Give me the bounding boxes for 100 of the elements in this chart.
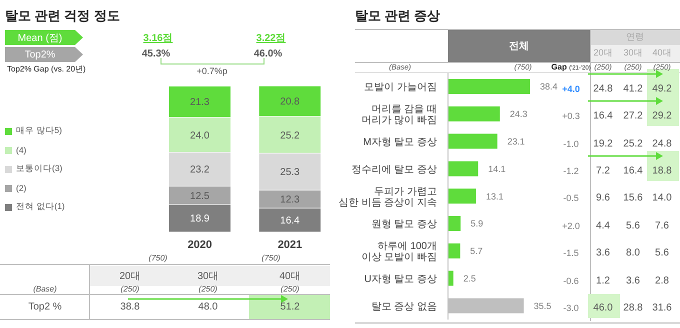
data-label: 48.0 [198,302,218,312]
y-tick-label: M자형 탈모 증상 [363,137,437,148]
data-label: 15.6 [623,192,643,204]
data-label: 27.2 [623,110,643,122]
data-label: +2.0 [562,220,580,231]
x-tick-label: 20대 [593,46,613,60]
chart-title: 탈모 관련 걱정 정도 [5,7,120,25]
bar [448,161,478,176]
data-label: 12.5 [190,190,210,202]
y-tick-label: 원형 탈모 증상 [371,219,437,230]
category-label: 30대 [197,270,219,283]
legend-label: 보통이다(3) [15,162,64,175]
data-label: 12.3 [280,194,300,206]
text: +0.7%p [196,66,228,76]
bar [448,188,476,204]
text: (250) [280,284,300,294]
legend-label: (2) [15,182,28,195]
y-tick-label: 정수리에 탈모 증상 [351,164,437,176]
bar [448,106,500,122]
text: Top2 % [28,302,62,312]
text: (750) [262,254,280,262]
data-label: 24.3 [510,109,528,120]
y-tick-label: 머리를 감을 때 머리가 많이 빠짐 [361,104,437,126]
y-tick-label: U자형 탈모 증상 [364,274,437,285]
data-label: 24.8 [652,138,672,149]
legend-label: 전혀 없다(1) [15,200,65,213]
text: (Base) [33,284,57,294]
data-label: 23.1 [507,136,525,146]
chart-title: 탈모 관련 증상 [355,7,440,25]
data-label: 3.6 [626,275,640,286]
data-label: 5.6 [655,248,669,259]
text: (750) [148,254,168,262]
data-label: 8.0 [626,248,640,259]
data-label: 25.3 [280,167,300,178]
text: Top2% [24,50,56,60]
data-label: 24.0 [190,130,210,142]
data-label: 20.8 [280,96,300,108]
text: (250) [120,284,140,294]
data-label: 16.4 [593,110,613,122]
data-label: 7.6 [655,220,669,232]
text: 3.16점 [143,32,173,45]
data-label: 31.6 [652,302,672,314]
data-label: 16.4 [623,165,643,176]
data-label: 38.4 [540,82,558,92]
bar [448,134,498,149]
data-label: 7.2 [596,165,610,176]
data-label: 1.2 [596,275,610,286]
data-label: 46.0 [593,302,613,314]
data-label: 16.4 [280,216,300,227]
data-label: 35.5 [534,300,552,311]
y-tick-label: 하루에 100개 이상 모발이 빠짐 [361,241,437,264]
data-label: 5.7 [470,246,483,256]
data-label: 4.4 [596,220,610,232]
y-tick-label: 모발이 가늘어짐 [364,82,437,94]
text: 46.0% [254,48,282,60]
y-tick-label: 탈모 증상 없음 [371,301,437,312]
text: 3.22점 [256,32,286,45]
data-label: 25.2 [623,138,643,149]
data-label: -1.5 [563,248,579,258]
x-tick-label: 30대 [623,46,643,60]
bar [448,216,461,231]
legend-label: 매우 많다5) [15,124,63,137]
data-label: 18.8 [652,165,672,176]
data-label: 23.2 [190,164,210,176]
text: (250) [198,284,218,294]
category-label: 20대 [119,270,141,283]
data-label: 28.8 [623,302,643,314]
bar [448,270,454,286]
x-tick-label: 2020 [188,238,212,251]
data-label: -0.5 [563,193,579,204]
data-label: -1.2 [563,166,579,176]
data-label: 5.6 [626,220,640,232]
data-label: -0.6 [563,276,579,286]
data-label: 2.5 [463,273,476,284]
data-label: 14.1 [488,164,506,174]
data-label: -1.0 [563,138,579,148]
data-label: 41.2 [623,83,643,94]
data-label: 13.1 [486,191,504,202]
text: 전체 [509,40,529,53]
data-label: 21.3 [190,97,210,108]
bar [448,79,530,94]
data-label: 9.6 [596,192,610,204]
data-label: +0.3 [562,111,580,122]
x-tick-label: 2021 [278,238,302,251]
bar [448,243,460,258]
data-label: 18.9 [190,214,210,225]
data-label: 14.0 [652,192,672,204]
data-label: 25.2 [280,130,300,142]
text: 45.3% [142,48,170,60]
data-label: 49.2 [652,83,672,94]
y-tick-label: 두피가 가렵고 심한 비듬 증상이 지속 [338,186,437,208]
data-label: 19.2 [593,138,613,149]
category-label: 40대 [279,270,301,283]
text: Top2% Gap (vs. 20년) [7,64,86,74]
data-label: 5.9 [470,218,484,229]
data-label: 38.8 [120,302,140,312]
data-label: 3.6 [596,248,610,259]
data-label: 24.8 [593,83,613,94]
x-tick-label: 40대 [652,46,672,60]
data-label: +4.0 [562,84,580,94]
